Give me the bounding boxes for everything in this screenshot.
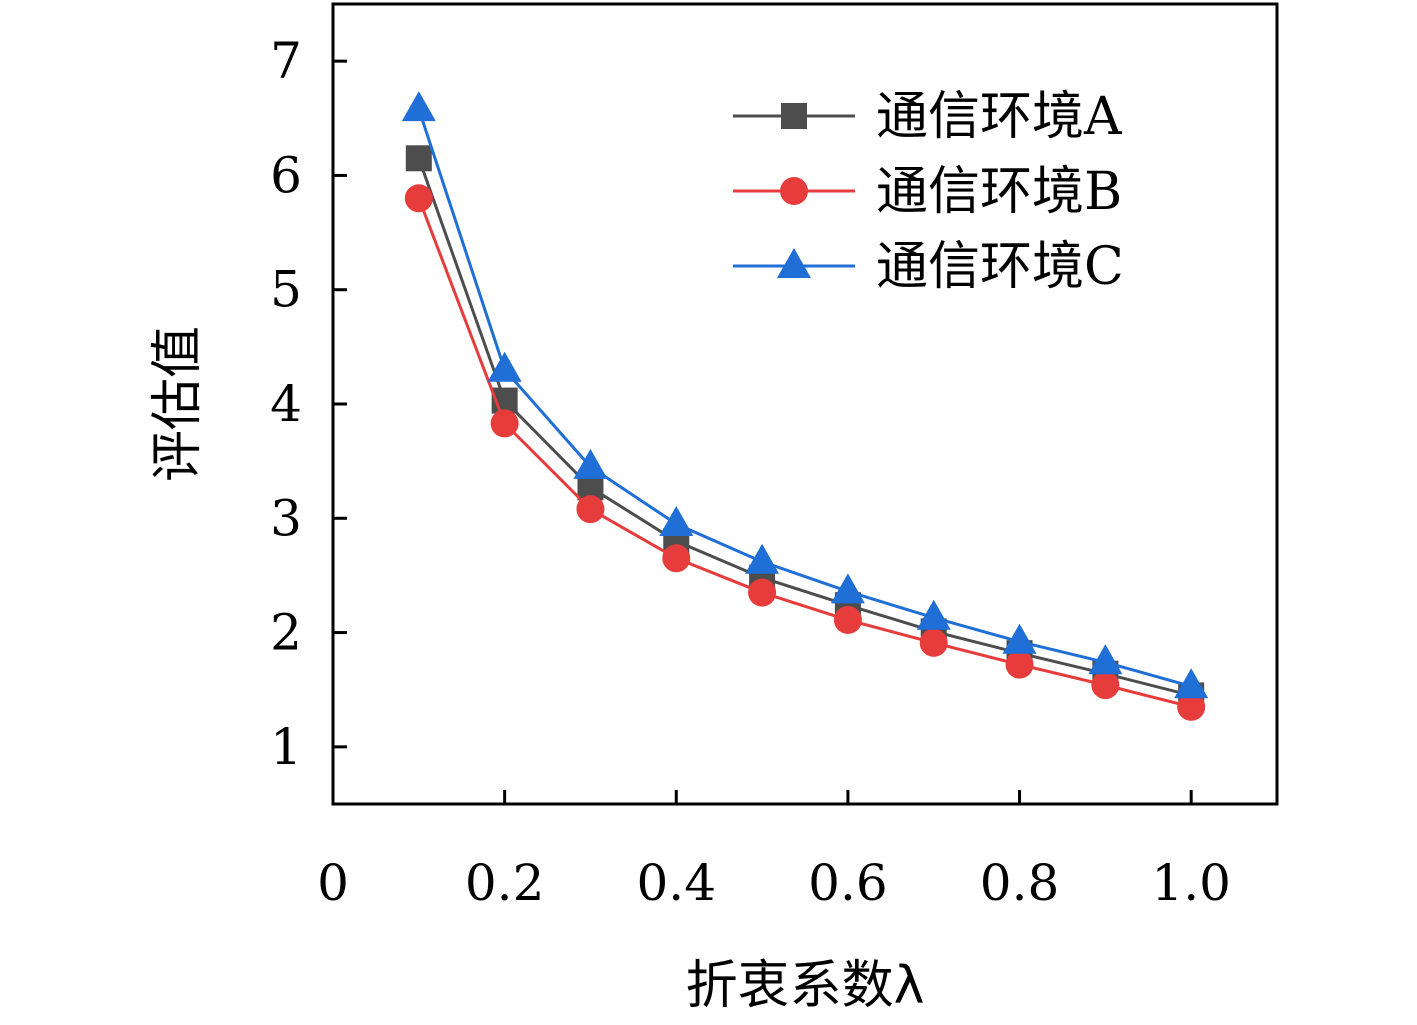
data-point-triangle	[745, 543, 780, 574]
series-line	[417, 108, 1192, 688]
data-point-triangle	[659, 506, 694, 536]
series-square	[405, 145, 1205, 709]
y-tick-label: 3	[270, 489, 302, 547]
series-circle	[404, 184, 1206, 721]
y-axis-title: 评估值	[148, 326, 208, 482]
x-tick-label: 0	[317, 854, 349, 912]
y-tick-label: 4	[270, 375, 302, 433]
legend-item: 通信环境A	[733, 87, 1123, 147]
x-tick-label: 0.6	[808, 854, 888, 912]
data-point-circle	[1177, 692, 1206, 721]
legend-label: 通信环境B	[876, 162, 1122, 222]
legend-item: 通信环境C	[733, 237, 1124, 297]
data-point-triangle	[1088, 644, 1123, 675]
legend-label: 通信环境C	[876, 237, 1124, 297]
data-point-circle	[833, 606, 862, 634]
y-tick-label: 7	[270, 32, 302, 90]
x-tick-label: 1.0	[1151, 854, 1231, 912]
y-tick-label: 1	[270, 718, 302, 776]
x-axis: 0 0.2 0.4 0.6 0.8 1.0	[317, 790, 1231, 912]
data-point-circle	[490, 409, 519, 438]
data-point-triangle	[916, 599, 951, 630]
data-point-circle	[748, 578, 777, 607]
data-point-triangle	[487, 351, 522, 382]
legend-marker-circle	[780, 177, 808, 205]
series-line	[417, 157, 1192, 697]
y-tick-label: 6	[270, 146, 302, 204]
data-point-triangle	[830, 573, 865, 604]
x-tick-label: 0.8	[980, 854, 1060, 912]
y-tick-label: 5	[270, 261, 302, 319]
legend-marker-triangle	[777, 248, 811, 278]
series-triangle	[401, 91, 1209, 699]
data-point-circle	[1091, 671, 1120, 700]
data-point-triangle	[1174, 668, 1209, 699]
data-point-circle	[662, 544, 691, 573]
x-axis-title: 折衷系数λ	[686, 956, 925, 1016]
data-point-square	[405, 145, 432, 172]
legend: 通信环境A 通信环境B 通信环境C	[733, 87, 1124, 297]
x-tick-label: 0.2	[465, 854, 545, 912]
data-point-circle	[1005, 650, 1034, 679]
y-tick-label: 2	[270, 604, 302, 662]
legend-item: 通信环境B	[733, 162, 1122, 222]
data-point-triangle	[401, 91, 436, 122]
legend-label: 通信环境A	[876, 87, 1123, 147]
series-line	[417, 197, 1192, 709]
x-tick-label: 0.4	[637, 854, 717, 912]
data-point-circle	[576, 495, 605, 524]
legend-marker-square	[781, 103, 807, 129]
series-layer	[401, 91, 1209, 721]
data-point-circle	[919, 628, 948, 657]
data-point-circle	[404, 184, 433, 213]
data-point-triangle	[573, 448, 608, 479]
y-axis: 1 2 3 4 5 6 7	[270, 32, 347, 776]
data-point-triangle	[1002, 623, 1037, 654]
